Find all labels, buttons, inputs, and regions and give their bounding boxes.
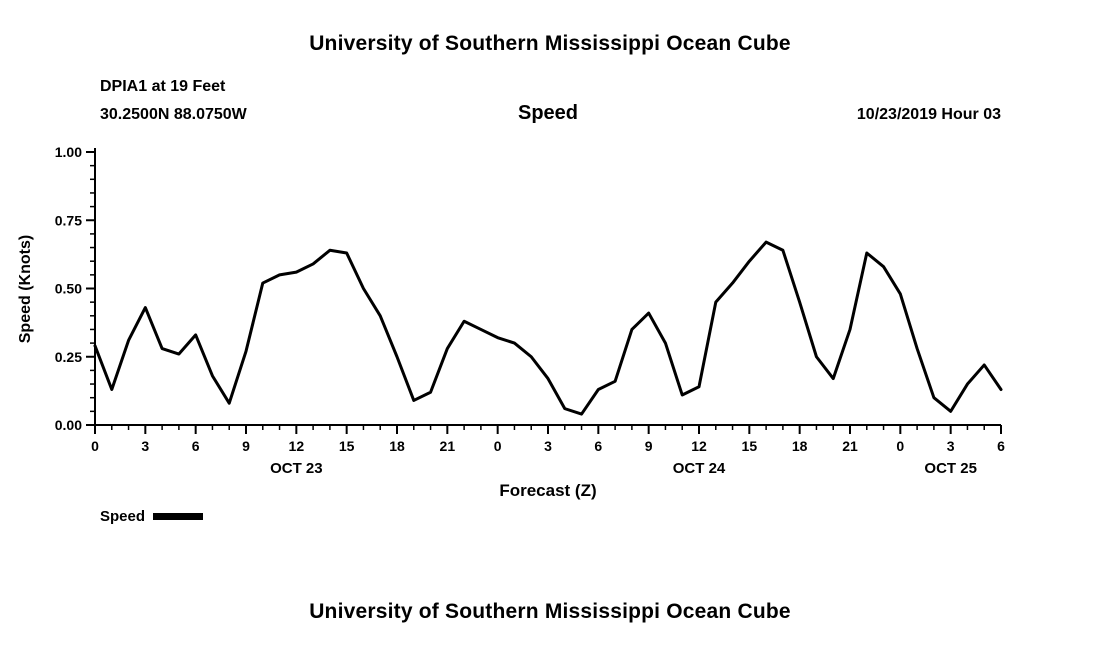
x-axis-title: Forecast (Z) [499,481,597,500]
x-date-label: OCT 23 [270,460,323,477]
station-label: DPIA1 at 19 Feet [100,78,226,95]
x-tick-label: 12 [289,438,305,454]
x-tick-label: 3 [544,438,552,454]
x-tick-label: 15 [742,438,758,454]
x-date-label: OCT 25 [924,460,977,477]
x-tick-label: 0 [494,438,502,454]
x-tick-label: 9 [645,438,653,454]
page-title-bottom: University of Southern Mississippi Ocean… [309,600,791,623]
datetime-label: 10/23/2019 Hour 03 [856,106,1001,123]
x-tick-label: 15 [339,438,355,454]
x-date-label: OCT 24 [673,460,726,477]
legend-label: Speed [100,508,146,525]
x-tick-label: 0 [896,438,904,454]
y-tick-label: 0.75 [55,212,82,228]
x-tick-label: 6 [594,438,602,454]
x-tick-label: 18 [389,438,405,454]
y-tick-label: 0.25 [55,349,82,365]
x-tick-label: 9 [242,438,250,454]
y-tick-label: 0.00 [55,417,82,433]
x-tick-label: 0 [91,438,99,454]
x-tick-label: 21 [842,438,858,454]
chart-title: Speed [517,102,579,124]
x-tick-label: 3 [141,438,149,454]
page-title-top: University of Southern Mississippi Ocean… [309,32,791,55]
y-tick-label: 0.50 [55,281,82,297]
legend: Speed [100,508,204,525]
x-tick-label: 21 [440,438,456,454]
x-tick-label: 18 [792,438,808,454]
coordinates-label: 30.2500N 88.0750W [100,106,247,123]
x-tick-label: 6 [997,438,1005,454]
x-tick-label: 12 [691,438,707,454]
x-tick-label: 3 [947,438,955,454]
x-tick-label: 6 [192,438,200,454]
speed-line [93,240,1003,416]
y-tick-label: 1.00 [55,144,82,160]
legend-line-swatch [153,513,204,520]
